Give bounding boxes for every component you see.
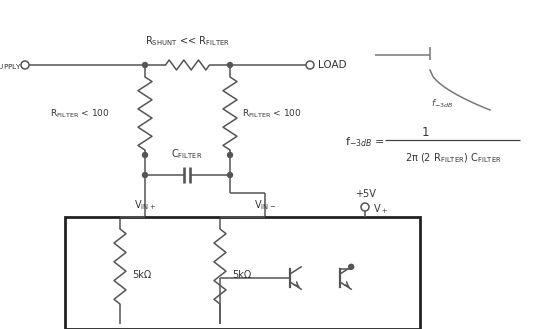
Circle shape <box>142 63 147 67</box>
Text: f$_{-3dB}$ =: f$_{-3dB}$ = <box>345 135 385 149</box>
Text: V$_{\mathsf{IN-}}$: V$_{\mathsf{IN-}}$ <box>254 198 276 212</box>
Text: R$_{\mathsf{SHUNT}}$ << R$_{\mathsf{FILTER}}$: R$_{\mathsf{SHUNT}}$ << R$_{\mathsf{FILT… <box>145 34 230 48</box>
Circle shape <box>142 172 147 178</box>
Text: 2π (2 R$_{\mathsf{FILTER}}$) C$_{\mathsf{FILTER}}$: 2π (2 R$_{\mathsf{FILTER}}$) C$_{\mathsf… <box>405 151 502 165</box>
Circle shape <box>228 63 233 67</box>
Text: $f_{-3dB}$: $f_{-3dB}$ <box>431 98 453 111</box>
Circle shape <box>349 264 354 269</box>
Text: V$_{\mathsf{IN+}}$: V$_{\mathsf{IN+}}$ <box>134 198 156 212</box>
Text: C$_{\mathsf{FILTER}}$: C$_{\mathsf{FILTER}}$ <box>171 147 203 161</box>
Text: 5kΩ: 5kΩ <box>232 270 251 281</box>
Text: 1: 1 <box>421 126 429 139</box>
Text: LOAD: LOAD <box>318 60 346 70</box>
Text: V$_+$: V$_+$ <box>373 202 388 216</box>
Text: R$_{\mathsf{FILTER}}$ < 100: R$_{\mathsf{FILTER}}$ < 100 <box>51 107 110 120</box>
Text: 5kΩ: 5kΩ <box>132 270 151 281</box>
Circle shape <box>228 153 233 158</box>
Circle shape <box>228 172 233 178</box>
Text: +5V: +5V <box>355 189 376 199</box>
Circle shape <box>142 153 147 158</box>
Text: V$_{\mathsf{SUPPLY}}$: V$_{\mathsf{SUPPLY}}$ <box>0 58 22 72</box>
Bar <box>65 217 420 329</box>
Text: R$_{\mathsf{FILTER}}$ < 100: R$_{\mathsf{FILTER}}$ < 100 <box>242 107 301 120</box>
